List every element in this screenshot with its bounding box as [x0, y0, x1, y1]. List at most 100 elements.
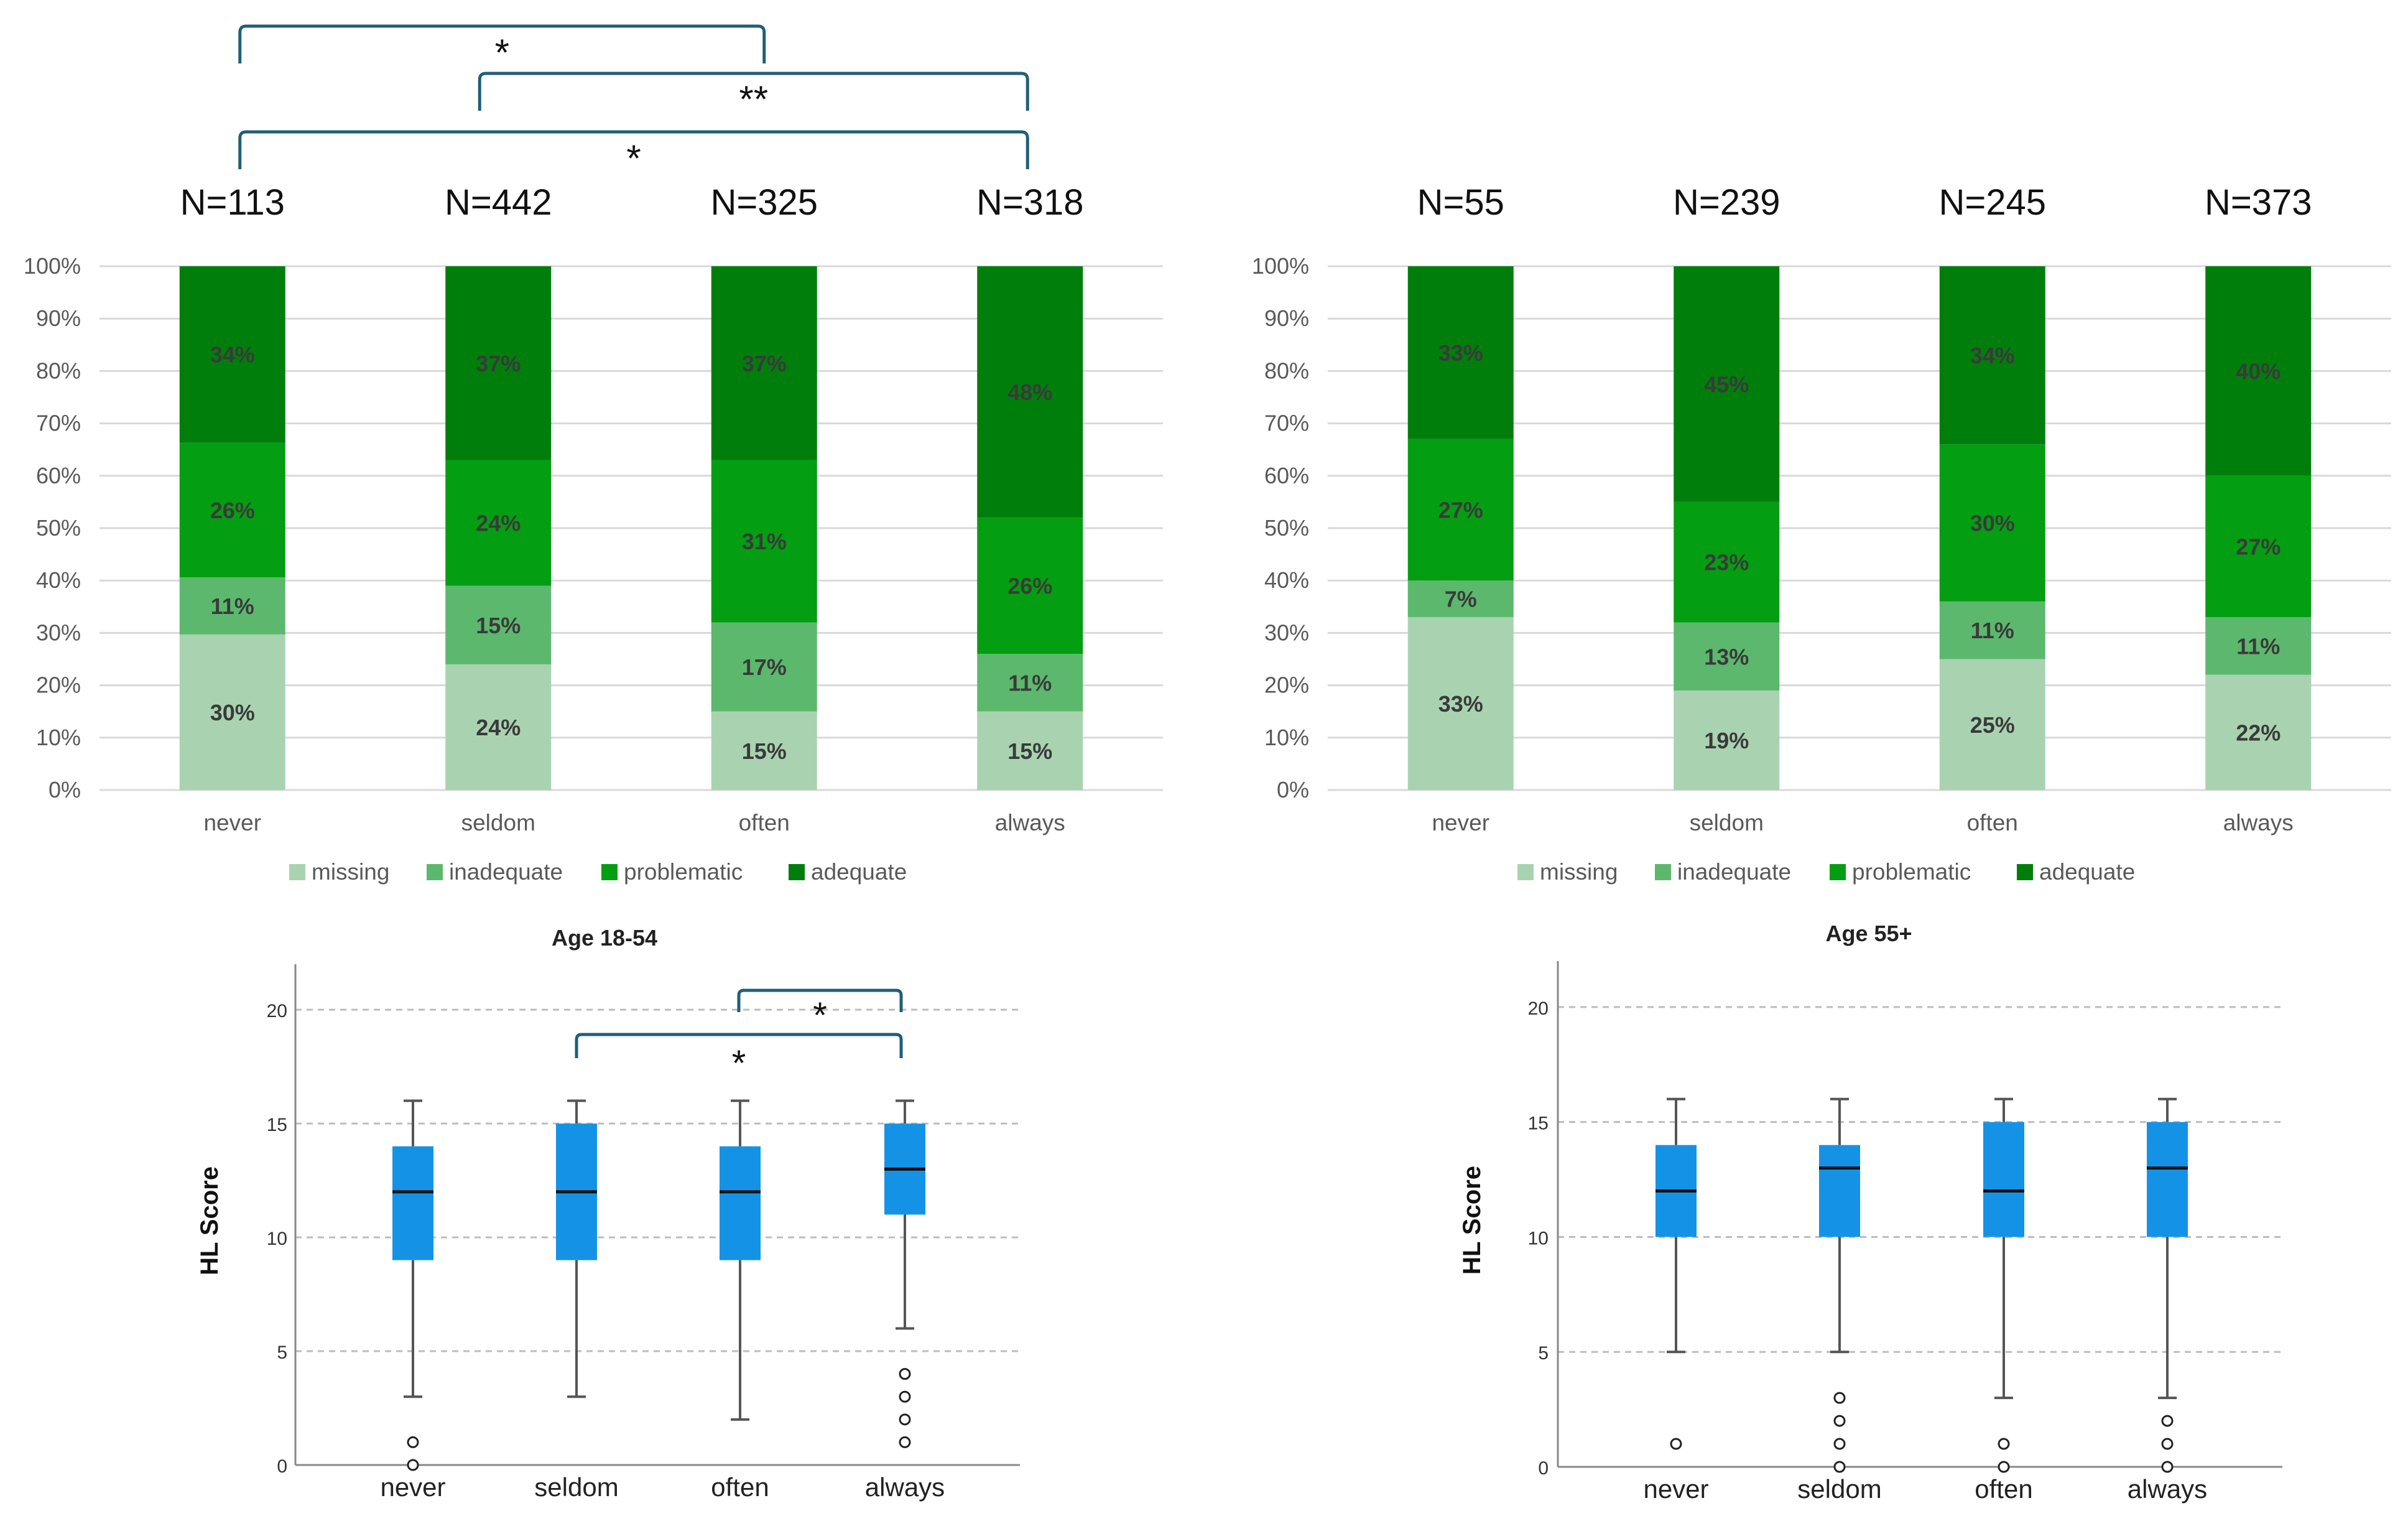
data-label: 7% [1445, 587, 1477, 612]
data-label: 48% [1007, 379, 1052, 405]
data-label: 27% [2236, 534, 2281, 559]
y-tick-label: 20 [1528, 998, 1549, 1019]
y-tick-label: 80% [1264, 358, 1309, 383]
n-label: N=239 [1673, 182, 1781, 223]
x-tick-label: never [380, 1472, 445, 1502]
legend-label-problematic: problematic [1852, 859, 1971, 885]
data-label: 17% [742, 654, 787, 680]
bar-segment-adequate [711, 266, 817, 460]
x-tick-label: never [1432, 810, 1489, 835]
legend-swatch-missing [289, 864, 305, 880]
data-label: 11% [2236, 633, 2280, 659]
significance-label: * [495, 32, 509, 73]
stacked-right: 0% 10% 20% 30% 40% 50% 60% 70% 80% 90% 100% never N=… [1252, 182, 2391, 885]
data-label: 11% [211, 593, 254, 619]
y-tick-label: 15 [267, 1115, 287, 1135]
bar-segment-missing [179, 634, 285, 790]
bar-segment-missing [977, 711, 1083, 790]
outlier-point [2161, 1415, 2174, 1427]
data-label: 19% [1704, 728, 1749, 753]
legend-label-inadequate: inadequate [1677, 859, 1791, 885]
x-tick-label: always [2223, 810, 2294, 835]
bar-segment-inadequate [445, 585, 552, 664]
y-tick-label: 20 [267, 1001, 287, 1021]
legend-label-missing: missing [1540, 859, 1618, 885]
n-label: N=318 [976, 182, 1084, 223]
bar-segment-adequate [179, 266, 285, 443]
bar-segment-inadequate [1674, 622, 1780, 691]
y-tick-label: 100% [1252, 253, 1309, 279]
data-label: 26% [210, 498, 255, 523]
y-tick-label: 10% [36, 725, 81, 750]
box [720, 1146, 761, 1260]
bar-segment-problematic [1674, 501, 1780, 623]
data-label: 26% [1007, 574, 1052, 599]
box [1983, 1122, 2024, 1237]
box-right: Age 55+ HL Score 0 5 10 15 20 never seldom often a… [1458, 921, 2282, 1504]
y-tick-label: 0% [49, 777, 81, 802]
chart-title: Age 18-54 [552, 925, 657, 951]
x-tick-label: often [711, 1472, 769, 1502]
legend-swatch-missing [1517, 864, 1534, 880]
x-tick-label: always [2128, 1474, 2207, 1504]
outlier-point [1833, 1438, 1846, 1450]
y-tick-label: 40% [1264, 567, 1309, 593]
bar-segment-missing [1939, 659, 2045, 790]
outlier-point [407, 1436, 419, 1448]
stacked-left: 0% 10% 20% 30% 40% 50% 60% 70% 80% 90% 100% never N=… [24, 24, 1163, 885]
x-tick-label: often [1975, 1474, 2032, 1504]
x-tick-label: seldom [461, 810, 535, 835]
y-tick-label: 70% [36, 411, 81, 436]
bar-segment-inadequate [977, 654, 1083, 712]
y-tick-label: 60% [1264, 463, 1309, 488]
outlier-point [2161, 1461, 2174, 1473]
significance-bracket [478, 72, 1029, 111]
bar-segment-problematic [711, 460, 817, 623]
bar-segment-missing [445, 664, 552, 790]
legend-label-problematic: problematic [624, 859, 743, 885]
y-tick-label: 0 [1538, 1458, 1549, 1479]
significance-bracket [575, 1033, 903, 1058]
x-tick-label: often [1967, 810, 2018, 835]
bar-segment-problematic [977, 518, 1083, 654]
y-tick-label: 60% [36, 463, 81, 488]
y-tick-label: 50% [36, 515, 81, 541]
x-tick-label: seldom [1797, 1474, 1881, 1504]
bar-segment-inadequate [1939, 601, 2045, 659]
y-tick-label: 10% [1264, 725, 1309, 750]
bar-segment-problematic [2205, 475, 2312, 618]
bar-segment-adequate [1939, 266, 2045, 445]
n-label: N=245 [1938, 182, 2046, 223]
x-tick-label: often [739, 810, 790, 835]
bar-segment-problematic [1407, 439, 1514, 581]
bar-segment-missing [1674, 691, 1780, 790]
y-tick-label: 15 [1528, 1114, 1549, 1134]
n-label: N=55 [1417, 182, 1504, 223]
significance-bracket [238, 24, 766, 63]
y-axis-label: HL Score [1458, 1166, 1486, 1275]
bar-segment-adequate [977, 266, 1083, 518]
data-label: 40% [2236, 358, 2281, 384]
outlier-point [1833, 1415, 1846, 1427]
legend-swatch-inadequate [1655, 864, 1671, 880]
data-label: 45% [1704, 371, 1749, 397]
data-label: 23% [1704, 550, 1749, 575]
box [392, 1146, 433, 1260]
legend-label-adequate: adequate [2039, 859, 2135, 885]
bar-segment-problematic [179, 442, 285, 578]
significance-label: * [626, 137, 641, 179]
legend-swatch-adequate [789, 864, 805, 880]
outlier-point [1998, 1438, 2010, 1450]
outlier-point [899, 1390, 911, 1403]
bar-segment-problematic [1939, 444, 2045, 602]
bar-segment-inadequate [711, 622, 817, 712]
y-tick-label: 100% [24, 253, 81, 279]
data-label: 37% [742, 351, 787, 376]
outlier-point [899, 1413, 911, 1426]
data-label: 11% [1971, 618, 2014, 643]
data-label: 30% [1970, 511, 2015, 536]
data-label: 11% [1008, 670, 1052, 695]
data-label: 13% [1704, 644, 1749, 669]
legend-swatch-problematic [1830, 864, 1846, 880]
